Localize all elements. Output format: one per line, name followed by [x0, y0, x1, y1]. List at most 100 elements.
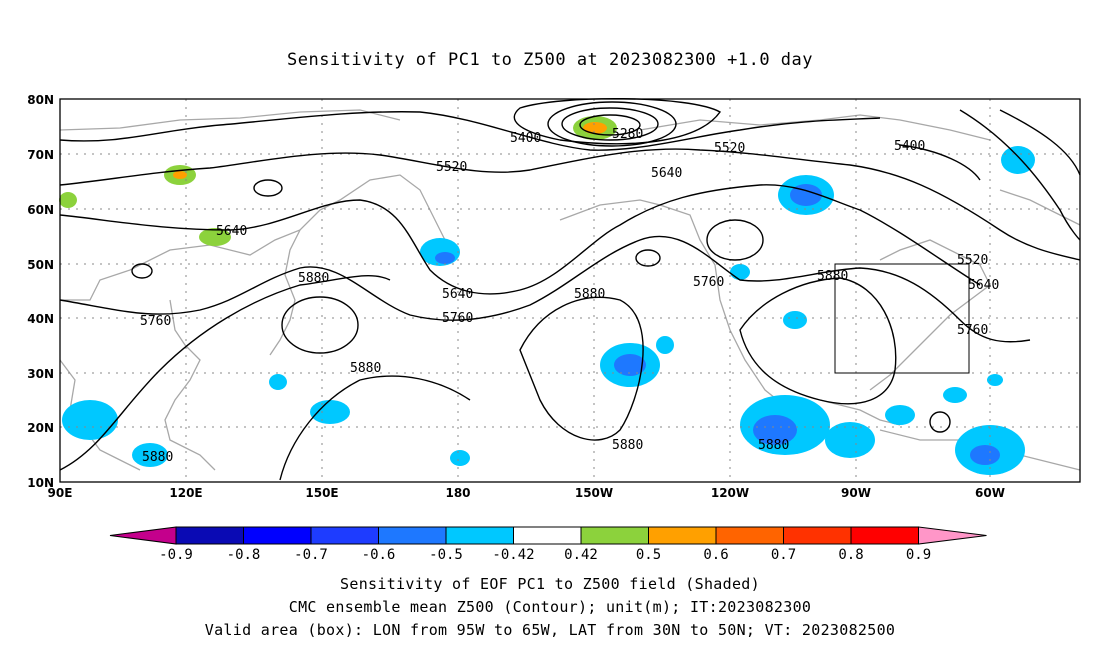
contour-5520-east: [959, 109, 1081, 241]
colorbar-tick-label: 0.42: [564, 547, 598, 563]
contour-5400: [59, 111, 881, 151]
shade-negative-small-2: [269, 374, 287, 390]
contour-5340: [561, 107, 659, 141]
contour-label: 5400: [510, 131, 541, 146]
contour-label: 5880: [612, 438, 643, 453]
contour-label: 5760: [957, 323, 988, 338]
shade-negative-mexico-core: [753, 415, 797, 445]
colorbar-swatch: [648, 526, 717, 545]
shade-negative-small-6: [885, 405, 915, 425]
coastline-arctic-america: [639, 114, 991, 141]
coastline-japan-region: [269, 229, 301, 356]
shade-negative-small-7: [987, 374, 1003, 386]
lon-label: 180: [445, 486, 470, 500]
colorbar-tick-label: -0.42: [492, 547, 534, 563]
contour-5880-central: [519, 296, 644, 441]
colorbar-swatch: [850, 526, 919, 545]
colorbar-arrow-low: [109, 526, 177, 545]
shade-negative-small-8: [943, 387, 967, 403]
colorbar-tick-label: -0.7: [294, 547, 328, 563]
contour-label: 5640: [968, 278, 999, 293]
lon-label: 150W: [575, 486, 613, 500]
contour-label: 5760: [693, 275, 724, 290]
contour-5280: [579, 114, 641, 136]
contour-label: 5880: [142, 450, 173, 465]
colorbar-tick-label: -0.8: [227, 547, 261, 563]
contour-label: 5520: [436, 160, 467, 175]
contour-labels: 5400 5280 5520 5400 5640 5520 5640 5880 …: [140, 127, 999, 465]
contour-label: 5880: [758, 438, 789, 453]
lon-label: 90W: [841, 486, 871, 500]
caption-valid-area: Valid area (box): LON from 95W to 65W, L…: [204, 621, 896, 639]
coastline-asia-north: [60, 174, 456, 301]
shade-positive-okhotsk: [199, 228, 231, 246]
map-title: Sensitivity of PC1 to Z500 at 2023082300…: [286, 50, 813, 70]
contour-label: 5640: [442, 287, 473, 302]
lat-label: 80N: [27, 93, 54, 107]
colorbar-swatch: [513, 526, 582, 545]
z500-contours: [59, 97, 1081, 481]
contour-small-low-2: [929, 411, 951, 433]
shade-negative-small-4: [656, 336, 674, 354]
shade-negative-small-5: [783, 311, 807, 329]
contour-5520: [59, 148, 1081, 261]
contour-5640: [59, 184, 981, 295]
shade-positive-arctic-core: [583, 122, 607, 134]
shade-negative-small-1: [450, 450, 470, 466]
shade-negative-caribbean-core: [970, 445, 1000, 465]
contour-5880-east: [739, 277, 897, 405]
contour-5400-inner: [547, 101, 677, 147]
lon-label: 150E: [305, 486, 338, 500]
shade-negative-subtropics-core: [614, 354, 646, 376]
contour-5760: [59, 235, 1031, 343]
colorbar-tick-label: 0.8: [838, 547, 863, 563]
shade-negative-labrador: [1001, 146, 1035, 174]
coastline-north-america-east: [869, 239, 991, 391]
shade-positive-west: [59, 192, 77, 208]
colorbar-tick-label: -0.9: [159, 547, 193, 563]
shade-negative-pacific-west: [310, 400, 350, 424]
coastline-china: [164, 299, 216, 471]
colorbar-tick-label: 0.9: [906, 547, 931, 563]
colorbar-tick-label: 0.6: [703, 547, 728, 563]
contour-label: 5880: [350, 361, 381, 376]
lat-label: 30N: [27, 367, 54, 381]
contour-label: 5640: [216, 224, 247, 239]
colorbar-swatch: [175, 526, 244, 545]
contour-label: 5880: [298, 271, 329, 286]
lon-axis: 90E 120E 150E 180 150W 120W 90W 60W: [48, 486, 1005, 500]
contour-label: 5880: [574, 287, 605, 302]
coastline-arctic-asia: [59, 109, 401, 131]
contour-label: 5640: [651, 166, 682, 181]
shade-negative-scs: [132, 443, 168, 467]
valid-area-box: [834, 263, 970, 374]
lat-label: 20N: [27, 421, 54, 435]
lat-axis: 80N 70N 60N 50N 40N 30N 20N 10N: [27, 93, 54, 490]
contour-5400-east: [999, 109, 1081, 176]
contour-small-high: [131, 263, 153, 279]
colorbar-swatch: [445, 526, 514, 545]
shade-negative-south-asia: [62, 400, 118, 440]
colorbar-swatch: [715, 526, 784, 545]
sensitivity-shading: [59, 116, 1035, 475]
contour-label: 5520: [957, 253, 988, 268]
lon-label: 120E: [169, 486, 202, 500]
contour-5880-high-west: [281, 296, 359, 354]
colorbar-tick-label: 0.7: [771, 547, 796, 563]
lat-label: 40N: [27, 312, 54, 326]
shade-negative-canada-core: [790, 184, 822, 206]
contour-5400-loop: [899, 144, 981, 181]
colorbar-tick-label: -0.5: [429, 547, 463, 563]
colorbar-swatch: [243, 526, 312, 545]
contour-small-high-3: [706, 219, 764, 261]
colorbar-swatch: [783, 526, 852, 545]
contour-5880-west: [59, 275, 391, 471]
lon-label: 120W: [711, 486, 749, 500]
contour-small-high-2: [635, 249, 661, 267]
lat-label: 10N: [27, 476, 54, 490]
colorbar-arrow-high: [918, 526, 987, 545]
colorbar-swatch: [580, 526, 649, 545]
map-background: [60, 99, 1080, 482]
contour-label: 5880: [817, 269, 848, 284]
colorbar-tick-label: 0.5: [636, 547, 661, 563]
